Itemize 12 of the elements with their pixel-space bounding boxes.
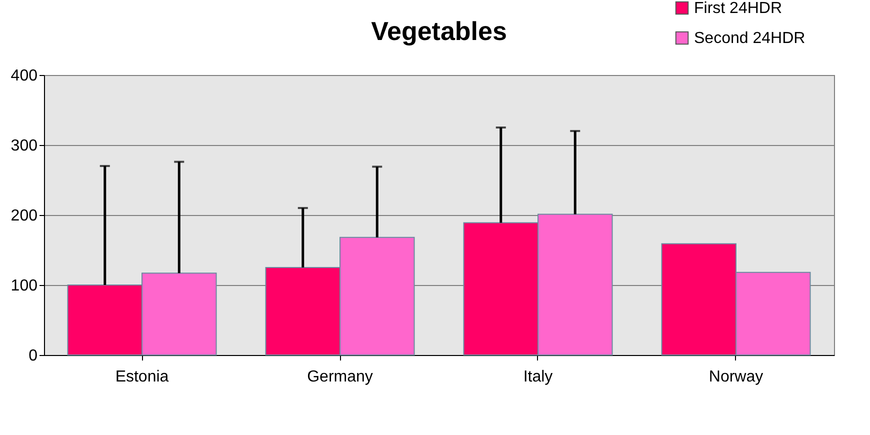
y-tick-label: 300 — [10, 138, 38, 154]
y-tick-label: 200 — [10, 208, 38, 224]
y-tick-label: 100 — [10, 278, 38, 294]
y-tick-label: 400 — [10, 68, 38, 84]
x-tick-label: Italy — [523, 368, 553, 386]
chart-title: Vegetables — [371, 16, 507, 46]
legend-label: First 24HDR — [694, 0, 782, 17]
x-tick-label: Estonia — [115, 368, 169, 386]
x-tick-label: Norway — [708, 368, 764, 386]
y-tick-label: 0 — [28, 348, 38, 364]
x-tick-label: Germany — [307, 368, 373, 386]
legend-label: Second 24HDR — [694, 30, 806, 47]
